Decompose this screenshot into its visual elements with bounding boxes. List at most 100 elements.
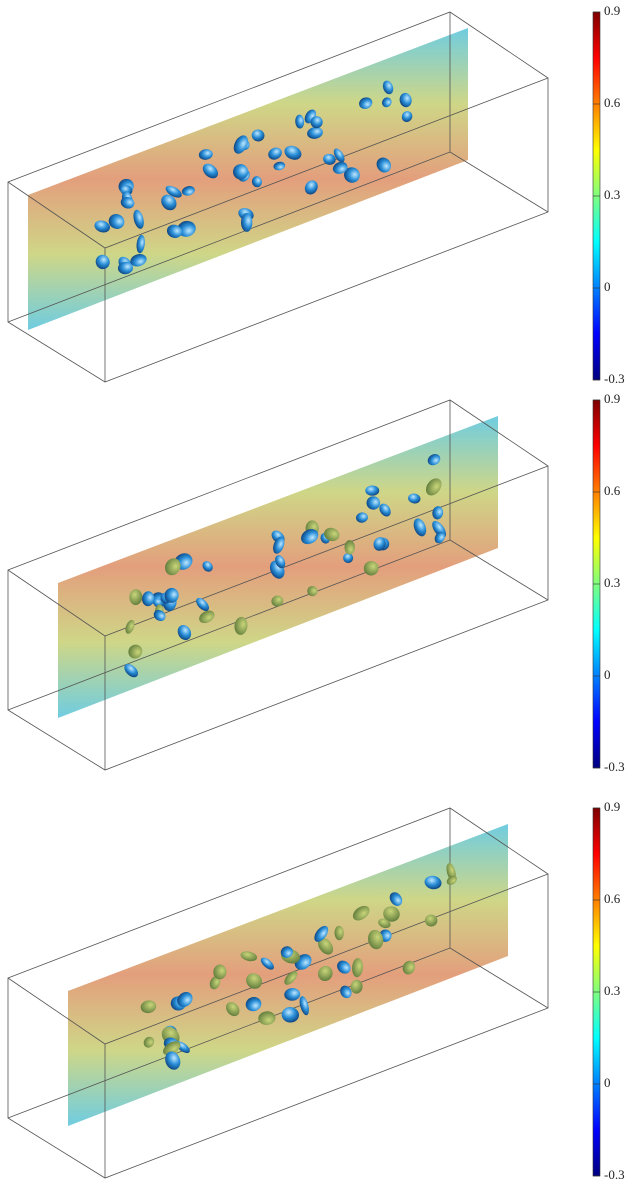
cell (140, 1000, 157, 1014)
cell (234, 616, 248, 635)
cell (181, 186, 195, 196)
cell (368, 929, 384, 950)
cell (164, 587, 179, 603)
cell (177, 992, 193, 1007)
cell (226, 1002, 240, 1017)
cell (284, 145, 302, 160)
cell (95, 254, 110, 270)
box-edge (449, 539, 549, 601)
cell (434, 531, 445, 544)
colorbar-tick-label: -0.3 (604, 371, 625, 386)
cell (399, 92, 412, 108)
cell (332, 161, 348, 174)
cell (323, 153, 336, 165)
cell (446, 875, 457, 885)
cell (432, 506, 444, 520)
colorbar-tick-label: 0.9 (604, 3, 620, 18)
cell (378, 918, 391, 929)
cell (379, 503, 391, 517)
cell (284, 988, 301, 1001)
colorbar-tick-label: 0.6 (604, 891, 621, 906)
cell (307, 127, 323, 139)
cell (117, 261, 134, 275)
cell (324, 527, 340, 542)
cell (161, 194, 177, 211)
cell (273, 536, 285, 554)
colorbar-tick-label: 0.9 (604, 799, 620, 814)
colorbar-tick-label: 0.9 (604, 391, 620, 406)
cell (271, 595, 284, 607)
cell (130, 254, 147, 267)
colorbar-tick-label: -0.3 (604, 759, 625, 774)
cell (129, 589, 143, 606)
cell (153, 609, 166, 622)
cell (202, 163, 219, 179)
colorbar-tick-label: 0.6 (604, 95, 621, 110)
cell (273, 161, 286, 171)
cell (337, 960, 351, 974)
cell (314, 925, 329, 942)
colorbar-tick-label: 0.3 (604, 187, 620, 202)
cell (334, 925, 344, 941)
cell (136, 234, 145, 254)
cell (233, 135, 249, 154)
cell (94, 220, 111, 233)
cell (344, 167, 360, 183)
cell (381, 97, 392, 108)
cell (295, 114, 305, 129)
cell (209, 976, 221, 990)
cell (376, 157, 392, 173)
panel: -0.3 0 0.3 0.6 0.9 (7, 3, 625, 386)
cell (281, 1007, 299, 1023)
cell (340, 985, 352, 999)
box-edge (449, 947, 549, 1009)
colorbar-tick-label: 0.3 (604, 575, 620, 590)
cell (301, 529, 319, 545)
cell (165, 558, 181, 576)
cell (402, 960, 416, 975)
cell (373, 537, 386, 551)
cell (198, 149, 213, 160)
cell (165, 185, 182, 198)
cell (143, 1036, 155, 1048)
cell (128, 644, 143, 659)
colorbar-tick-label: 0.6 (604, 483, 621, 498)
cell (307, 585, 318, 597)
cell (299, 996, 309, 1016)
cell (350, 979, 363, 994)
cell (359, 97, 373, 109)
cell (108, 214, 125, 229)
cell (352, 958, 363, 978)
cell (318, 965, 333, 982)
cell (233, 164, 249, 180)
cell (408, 493, 421, 504)
panel: -0.3 0 0.3 0.6 0.9 (7, 799, 625, 1182)
box-edge (449, 151, 549, 213)
cell (425, 478, 442, 496)
cell (163, 1041, 181, 1056)
cell (125, 619, 135, 634)
cell (251, 176, 262, 188)
cell (142, 591, 155, 607)
colorbar-tick-label: -0.3 (604, 1167, 625, 1182)
panel: -0.3 0 0.3 0.6 0.9 (7, 391, 625, 774)
cell (165, 1051, 181, 1070)
cell (424, 914, 438, 927)
cell (382, 80, 394, 95)
cell (245, 997, 262, 1012)
cell (251, 129, 265, 142)
cell (424, 875, 442, 890)
cell (355, 512, 368, 523)
cell (401, 111, 413, 123)
cell (166, 224, 183, 238)
cell (427, 454, 441, 466)
cell (133, 209, 144, 229)
colorbar-tick-label: 0 (604, 667, 611, 682)
cell (241, 213, 253, 232)
cell (124, 663, 139, 678)
cell (196, 597, 210, 611)
cell (352, 905, 370, 921)
cell (280, 946, 293, 958)
cell (120, 196, 135, 209)
